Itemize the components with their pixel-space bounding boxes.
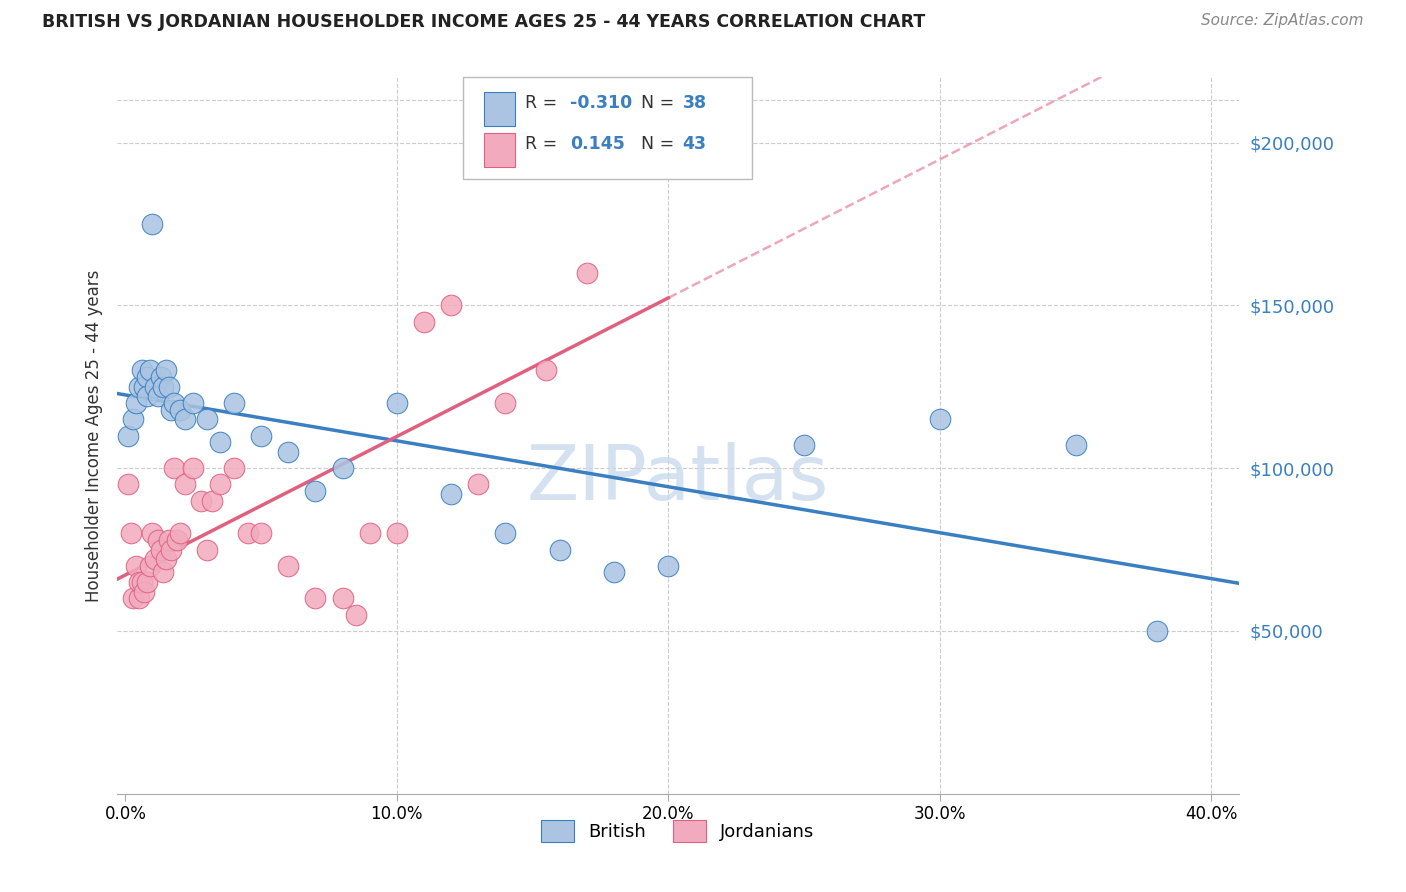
Point	[152, 566, 174, 580]
Point	[131, 363, 153, 377]
Point	[141, 217, 163, 231]
Point	[201, 493, 224, 508]
Text: 38: 38	[683, 95, 707, 112]
Point	[149, 542, 172, 557]
Point	[250, 526, 273, 541]
Text: N =: N =	[641, 136, 679, 153]
Point	[385, 396, 408, 410]
Point	[195, 542, 218, 557]
Point	[467, 477, 489, 491]
Point	[143, 552, 166, 566]
Point	[122, 412, 145, 426]
Legend: British, Jordanians: British, Jordanians	[534, 813, 821, 849]
Point	[195, 412, 218, 426]
Point	[136, 389, 159, 403]
Point	[146, 533, 169, 547]
Point	[657, 558, 679, 573]
Point	[160, 402, 183, 417]
Point	[304, 591, 326, 606]
Point	[236, 526, 259, 541]
Point	[575, 266, 598, 280]
Point	[131, 575, 153, 590]
Point	[222, 396, 245, 410]
Point	[157, 380, 180, 394]
Text: -0.310: -0.310	[571, 95, 633, 112]
Point	[128, 591, 150, 606]
Text: Source: ZipAtlas.com: Source: ZipAtlas.com	[1201, 13, 1364, 29]
Point	[155, 363, 177, 377]
Point	[209, 477, 232, 491]
Point	[122, 591, 145, 606]
Point	[222, 461, 245, 475]
Point	[534, 363, 557, 377]
Point	[793, 438, 815, 452]
Point	[304, 483, 326, 498]
Point	[128, 575, 150, 590]
Point	[181, 396, 204, 410]
Point	[277, 558, 299, 573]
Point	[134, 584, 156, 599]
Point	[250, 428, 273, 442]
Point	[413, 315, 436, 329]
Point	[125, 396, 148, 410]
Point	[117, 477, 139, 491]
Text: BRITISH VS JORDANIAN HOUSEHOLDER INCOME AGES 25 - 44 YEARS CORRELATION CHART: BRITISH VS JORDANIAN HOUSEHOLDER INCOME …	[42, 13, 925, 31]
Point	[139, 363, 162, 377]
Point	[163, 396, 186, 410]
Point	[141, 526, 163, 541]
Point	[494, 396, 516, 410]
Point	[163, 461, 186, 475]
Point	[155, 552, 177, 566]
Point	[277, 445, 299, 459]
Point	[603, 566, 626, 580]
Point	[1064, 438, 1087, 452]
Point	[548, 542, 571, 557]
Point	[149, 370, 172, 384]
Point	[134, 380, 156, 394]
Text: 43: 43	[683, 136, 707, 153]
Point	[174, 477, 197, 491]
Point	[169, 402, 191, 417]
Point	[136, 370, 159, 384]
Point	[146, 389, 169, 403]
Point	[181, 461, 204, 475]
Text: R =: R =	[526, 136, 562, 153]
Point	[657, 152, 679, 166]
Point	[160, 542, 183, 557]
Point	[125, 558, 148, 573]
Point	[128, 380, 150, 394]
Text: N =: N =	[641, 95, 679, 112]
Point	[152, 380, 174, 394]
Point	[139, 558, 162, 573]
Point	[1146, 624, 1168, 638]
Point	[169, 526, 191, 541]
Point	[332, 461, 354, 475]
Point	[928, 412, 950, 426]
Point	[136, 575, 159, 590]
Point	[332, 591, 354, 606]
Point	[117, 428, 139, 442]
Point	[143, 380, 166, 394]
Point	[209, 435, 232, 450]
Text: ZIPatlas: ZIPatlas	[527, 442, 830, 516]
Point	[166, 533, 188, 547]
Point	[190, 493, 212, 508]
Text: R =: R =	[526, 95, 562, 112]
Point	[174, 412, 197, 426]
Point	[120, 526, 142, 541]
Point	[344, 607, 367, 622]
Point	[494, 526, 516, 541]
Point	[385, 526, 408, 541]
Point	[359, 526, 381, 541]
Y-axis label: Householder Income Ages 25 - 44 years: Householder Income Ages 25 - 44 years	[86, 269, 103, 602]
Point	[157, 533, 180, 547]
Text: 0.145: 0.145	[571, 136, 626, 153]
Point	[440, 487, 463, 501]
Point	[440, 298, 463, 312]
